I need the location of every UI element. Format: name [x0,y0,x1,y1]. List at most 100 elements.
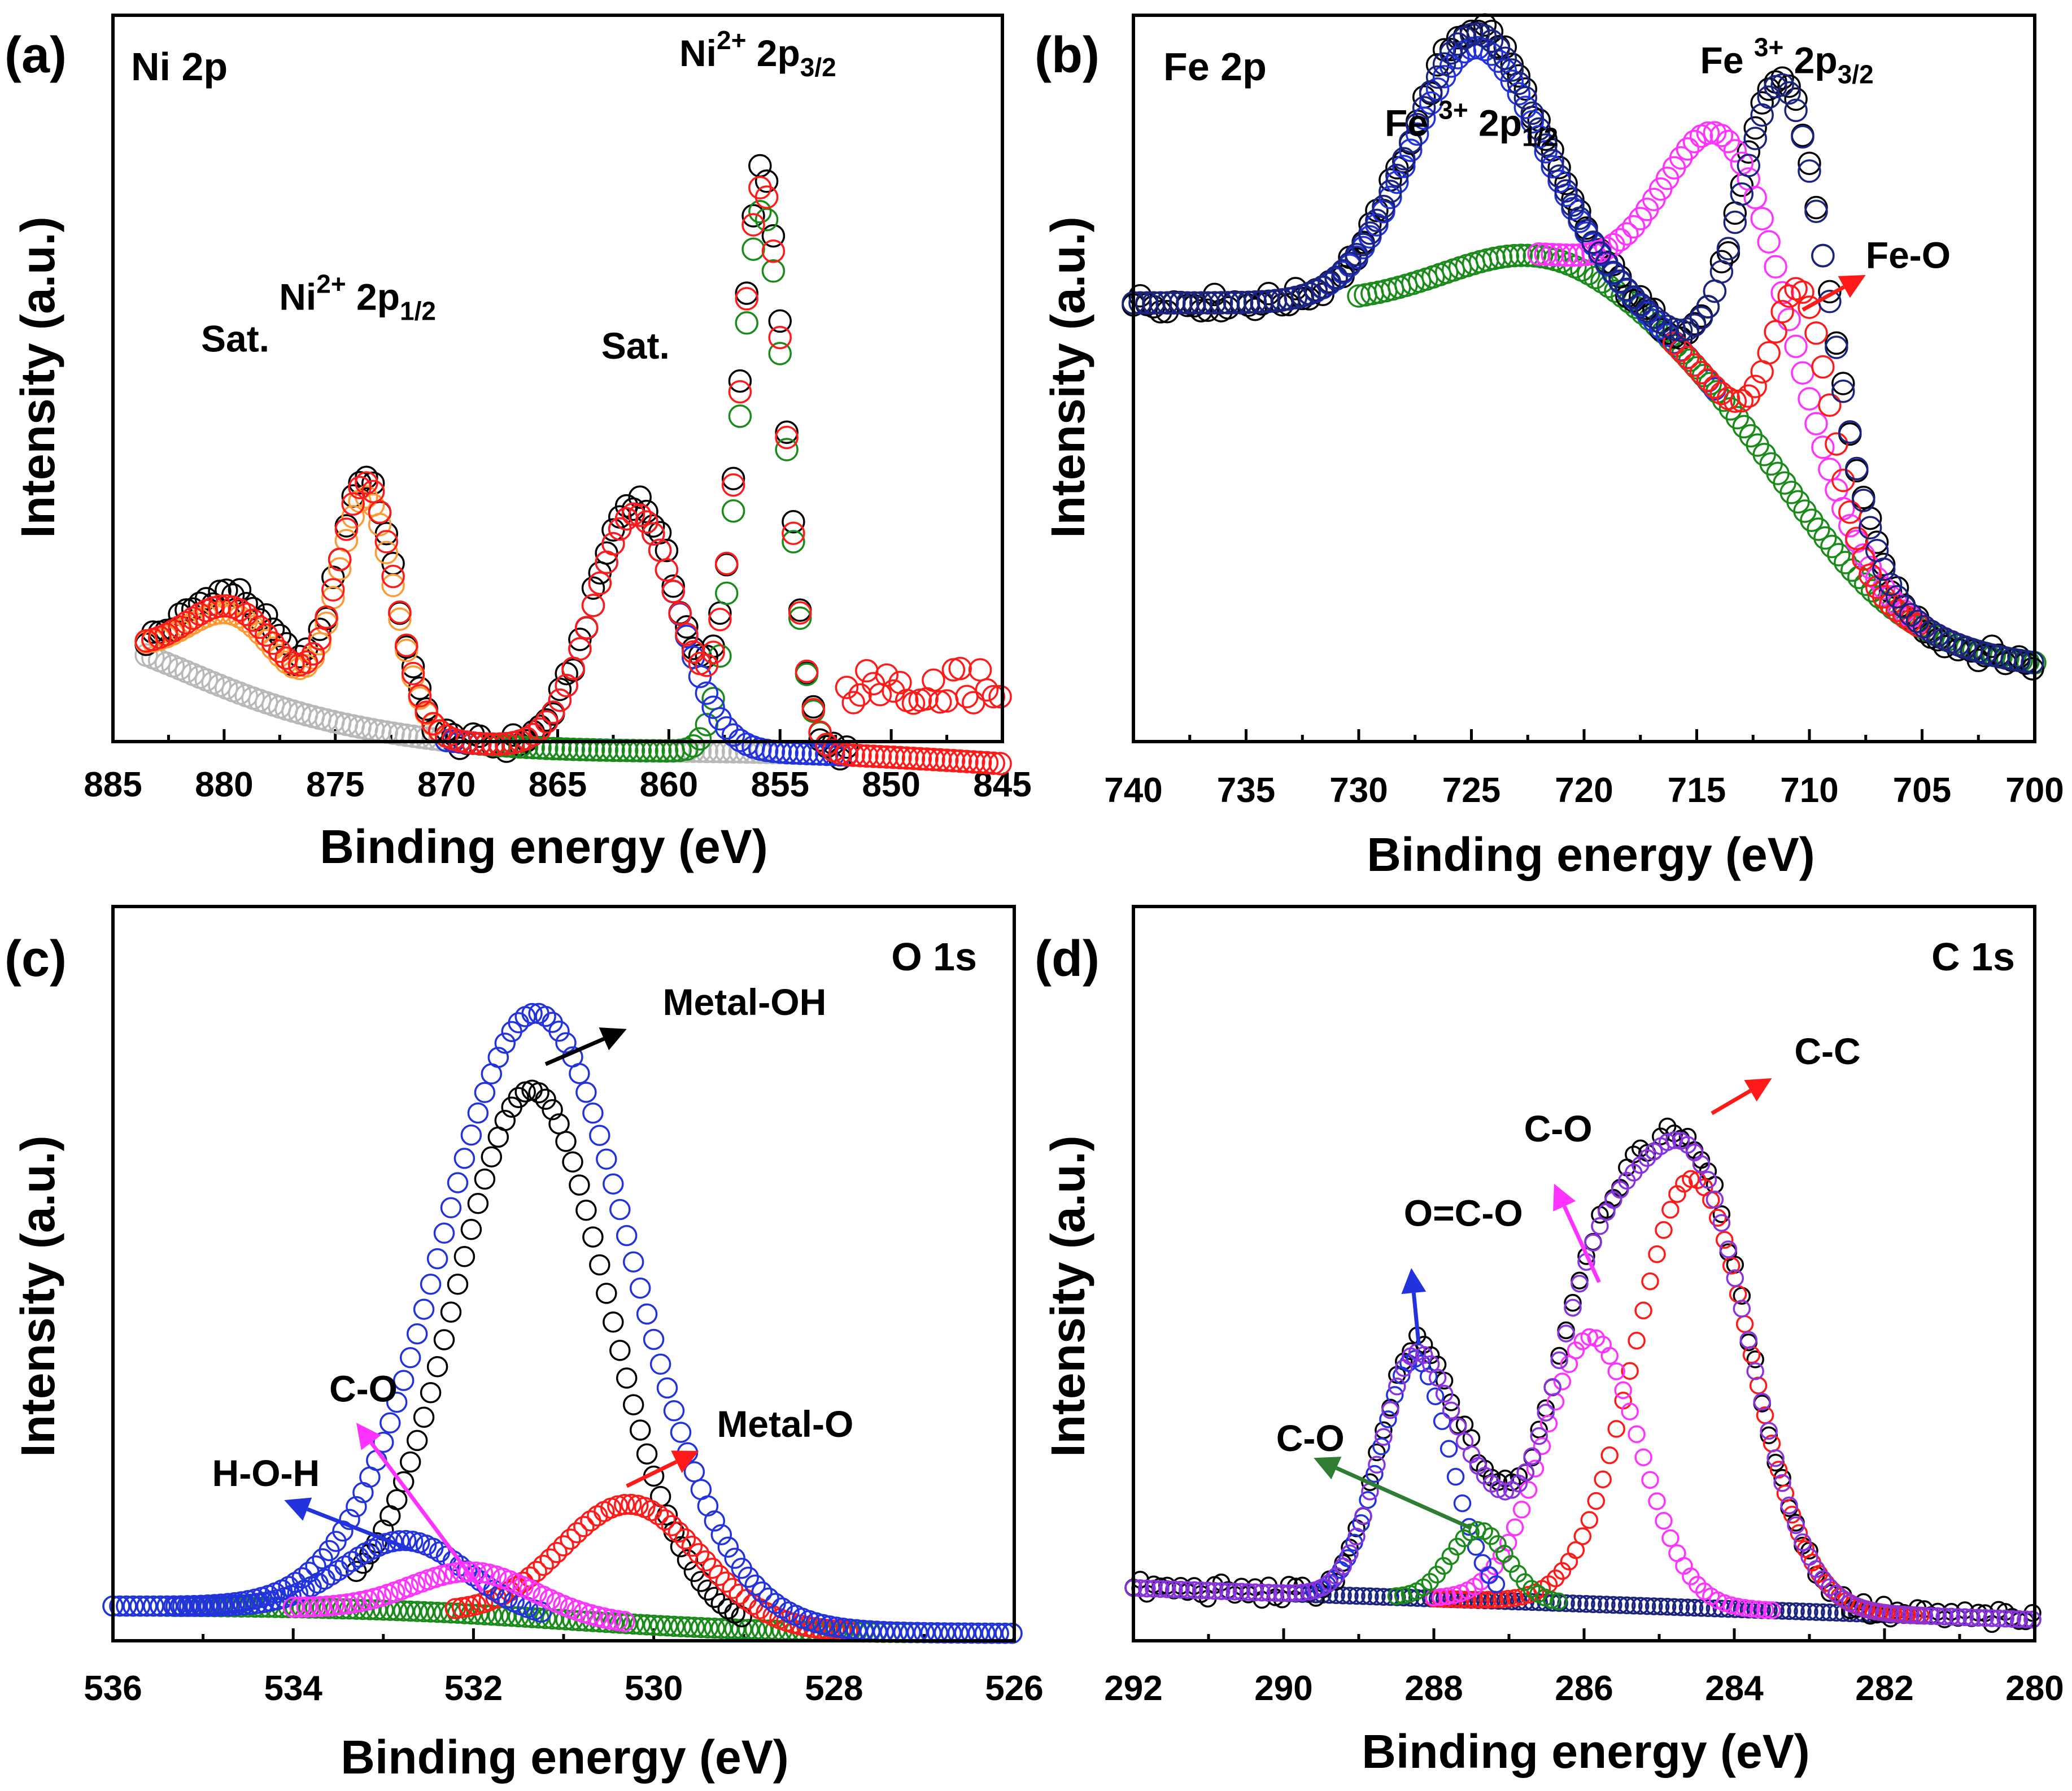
data-point [1573,1527,1592,1545]
data-point [1682,129,1707,154]
data-point [1394,1586,1412,1605]
annotation-arrowhead [1314,1457,1342,1480]
panel-2-xtick-label: 536 [84,1669,142,1708]
data-point [474,1168,496,1190]
data-point [701,640,725,664]
data-point [940,1622,962,1644]
data-point [621,739,645,762]
data-point [616,1613,638,1635]
annotation: Ni2+ 2p1/2 [279,269,436,326]
data-point [346,1496,367,1518]
panel-1-xtick-label: 720 [1555,771,1613,810]
data-point [254,623,278,647]
data-point [708,1565,730,1586]
data-point [1568,206,1591,230]
data-point [1749,1376,1768,1395]
data-point [1375,1588,1393,1606]
data-point [962,691,985,714]
series-fe3-2p1-2 [1257,36,1727,401]
data-point [708,608,732,631]
data-point [695,653,719,677]
panel-2-xtick-label: 532 [444,1669,503,1708]
panel-b-fe2p: (b) Fe 2p Binding energy (eV) Intensity … [1035,13,2064,881]
data-point [704,1617,726,1639]
data-point [1712,1214,1731,1232]
annotation-arrow [369,1441,485,1593]
data-point [1658,1133,1677,1152]
data-point [1634,1301,1652,1319]
data-point [392,1370,415,1391]
data-point [1506,1589,1524,1607]
data-point [1641,1272,1659,1291]
data-point [224,1592,246,1614]
data-point [1628,1425,1646,1444]
data-point [588,571,612,595]
data-point [1354,1587,1372,1605]
panel-3-xtick-label: 286 [1555,1669,1613,1708]
data-point [1209,291,1233,315]
data-point [332,1598,354,1620]
data-point [444,1562,466,1584]
data-point [1860,579,1885,603]
data-point [308,627,331,651]
data-point [406,1430,428,1452]
data-point [1520,101,1544,125]
data-point [1631,1597,1650,1615]
data-point [303,1596,324,1618]
annotation: H-O-H [212,1452,411,1552]
annotation-arrow [626,1459,678,1488]
data-point [1554,243,1578,267]
data-point [655,558,679,582]
data-point [2023,1610,2042,1629]
data-point [1708,1209,1727,1227]
annotation-label: Metal-O [717,1403,853,1445]
data-point [1502,243,1526,268]
annotation-label: H-O-H [212,1452,320,1494]
data-point [348,470,372,495]
data-point [1577,1595,1595,1613]
data-point [1419,91,1443,115]
data-point [1742,1600,1761,1618]
panel-0-xtick-label: 865 [529,765,587,804]
data-point [1735,1315,1754,1334]
data-point [1838,500,1862,524]
panel-c-title: O 1s [891,935,977,979]
data-point [674,1528,696,1550]
data-point [239,1593,261,1615]
data-point [1513,95,1538,119]
data-point [1743,374,1767,399]
data-point [1852,547,1875,571]
panel-b-frame [1132,14,2036,743]
data-point [566,1522,588,1544]
data-point [622,1251,644,1273]
data-point [1580,1511,1599,1529]
data-point [1547,243,1571,267]
data-point [156,1595,178,1617]
data-point [643,1614,665,1636]
data-point [948,656,972,681]
data-point [1919,620,1943,643]
data-point [394,633,418,657]
data-point [1709,260,1734,284]
annotation-label: Metal-OH [663,981,827,1023]
data-point [1750,207,1774,230]
data-point [661,574,685,598]
data-point [315,611,338,635]
data-point [1628,292,1652,316]
data-point [1773,1474,1791,1492]
annotation: Metal-OH [544,981,827,1066]
data-point [1794,1602,1812,1620]
data-point [649,1353,671,1375]
panel-a-ylabel: Intensity (a.u.) [11,216,64,538]
data-point [1493,46,1517,70]
data-point [555,1131,577,1152]
data-point [1814,1603,1832,1622]
data-point [1432,52,1456,76]
data-point [1385,163,1409,188]
data-point [754,208,779,232]
data-point [710,1618,732,1639]
data-point [1169,291,1193,315]
data-point [1155,291,1179,315]
data-point [1757,341,1781,365]
